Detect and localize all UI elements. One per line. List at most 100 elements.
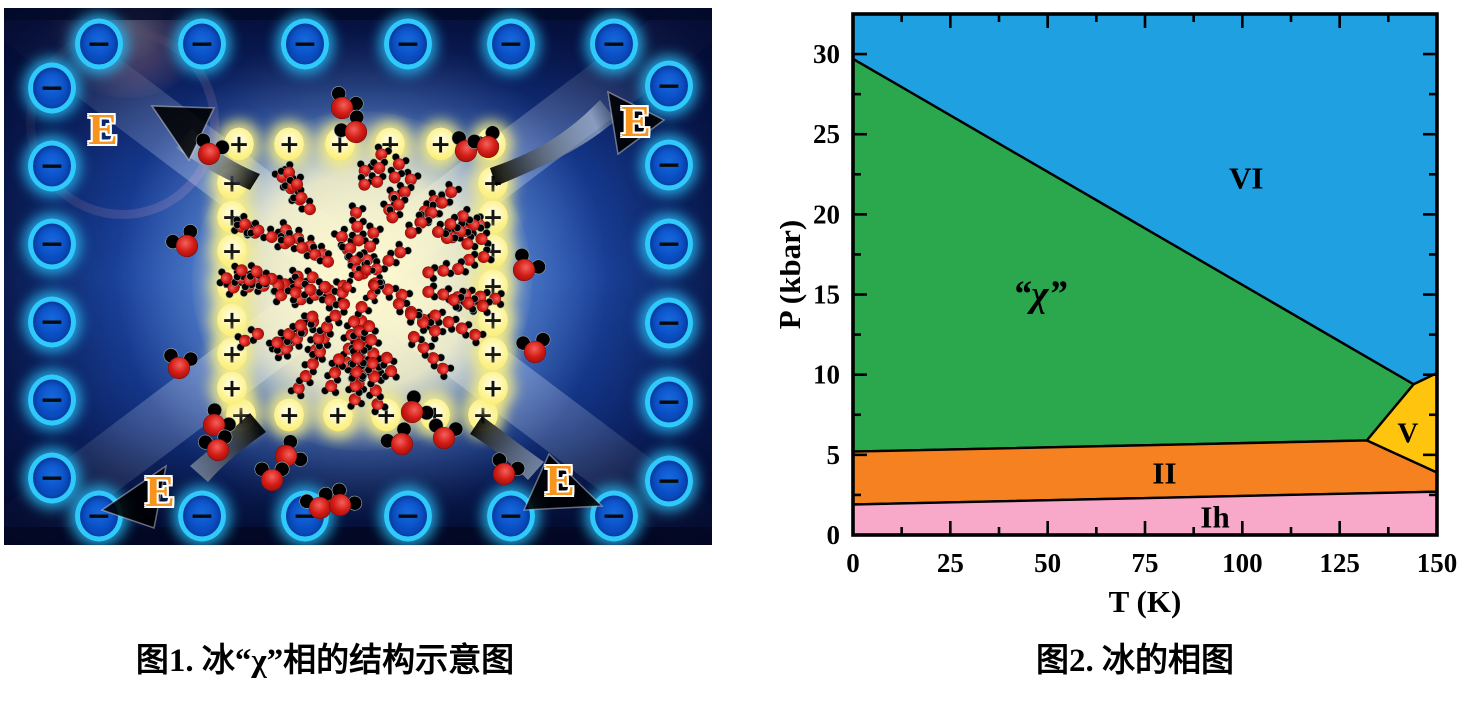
field-label-E: E [88, 105, 118, 154]
negative-charge: − [28, 296, 76, 348]
water-molecule [254, 461, 290, 492]
water-molecule [428, 418, 464, 450]
water-molecule [300, 310, 319, 329]
water-molecule [354, 300, 373, 319]
water-molecule [274, 434, 308, 468]
negative-charge: − [178, 490, 226, 542]
x-tick-label: 125 [1319, 548, 1360, 578]
water-molecule [366, 370, 386, 388]
water-molecule [284, 286, 302, 305]
water-molecule [270, 287, 288, 306]
water-molecule [348, 365, 367, 383]
water-molecule [394, 240, 412, 259]
water-molecule [298, 197, 316, 216]
water-molecule [390, 194, 409, 211]
water-molecule [348, 201, 367, 219]
water-molecule [432, 220, 450, 238]
water-molecule [364, 333, 383, 352]
water-molecule [381, 283, 400, 302]
water-molecule [163, 348, 199, 380]
water-molecule [477, 245, 496, 264]
water-molecule [404, 221, 423, 239]
water-molecule [435, 190, 454, 209]
y-axis-title: P (kbar) [780, 220, 807, 329]
figure1-schematic: − − − − − − − − − − − − − − − − − − − − − − − − + + + + + + + + + + + + + + + +… [4, 8, 712, 545]
field-arrow [100, 413, 266, 529]
negative-charge: − [28, 140, 76, 192]
water-molecule [429, 308, 447, 327]
y-tick-label: 30 [813, 39, 840, 69]
water-molecule [444, 213, 462, 232]
y-tick-label: 0 [827, 520, 841, 550]
water-molecule [195, 132, 230, 166]
positive-charge: + [217, 303, 247, 337]
water-molecule [492, 452, 526, 486]
negative-charge: − [645, 60, 693, 112]
water-molecule [400, 389, 435, 424]
field-label-E: E [145, 467, 175, 516]
negative-charge: − [281, 18, 329, 70]
negative-charge: − [28, 452, 76, 504]
negative-charge: − [28, 218, 76, 270]
x-tick-label: 150 [1417, 548, 1458, 578]
water-molecule [403, 168, 422, 186]
negative-charge: − [645, 139, 693, 191]
field-label-E: E [621, 97, 651, 146]
water-molecule [466, 125, 500, 159]
water-molecule [286, 173, 305, 191]
positive-charge: + [224, 127, 254, 161]
phase-label: Ih [1200, 499, 1229, 534]
water-molecule [371, 398, 389, 416]
water-molecule [330, 225, 349, 243]
negative-charge: − [590, 490, 638, 542]
water-molecule [462, 294, 479, 314]
water-molecule [489, 289, 506, 309]
water-molecule [365, 384, 385, 401]
water-molecule [202, 402, 237, 437]
water-molecule [469, 328, 487, 347]
water-molecule [428, 324, 447, 343]
water-molecule [324, 309, 343, 327]
water-molecule [386, 205, 404, 224]
water-molecule [306, 332, 325, 351]
water-molecule [391, 153, 410, 171]
phase-label: VI [1229, 160, 1263, 195]
water-molecule [316, 249, 334, 268]
water-molecule [265, 336, 284, 355]
water-molecule [417, 316, 435, 335]
negative-charge: − [645, 218, 693, 270]
water-molecule [405, 308, 423, 327]
negative-charge: − [28, 374, 76, 426]
top-edge-strip [4, 8, 712, 20]
negative-charge: − [645, 376, 693, 428]
lens-flare-ring [26, 26, 219, 219]
water-molecule [427, 352, 446, 370]
phase-label: II [1152, 455, 1176, 490]
water-molecule [288, 319, 307, 338]
positive-charge: + [425, 127, 456, 161]
water-molecule [165, 224, 199, 258]
water-molecule [332, 298, 350, 317]
water-molecule [346, 393, 366, 411]
negative-charge: − [75, 18, 123, 70]
water-molecule [348, 216, 368, 233]
water-molecule [287, 382, 305, 400]
water-molecule [333, 109, 368, 144]
water-molecule [360, 320, 380, 337]
water-molecule [246, 219, 265, 238]
y-tick-label: 5 [827, 440, 841, 470]
positive-charge: + [217, 371, 247, 405]
negative-charge: − [384, 18, 432, 70]
water-molecule [382, 249, 401, 267]
positive-charge: + [274, 127, 305, 161]
water-molecule [277, 228, 296, 247]
water-molecule [455, 320, 473, 340]
phase-label: V [1397, 418, 1418, 450]
water-molecule [348, 351, 368, 369]
negative-charge: − [645, 455, 693, 507]
phase-diagram-chart: 0 25 50 75 100 125 150 0 5 10 15 20 25 30 T (K) P (kbar… [780, 12, 1458, 619]
water-molecule [422, 263, 439, 283]
water-molecule [437, 259, 455, 278]
positive-charge: + [478, 337, 508, 371]
